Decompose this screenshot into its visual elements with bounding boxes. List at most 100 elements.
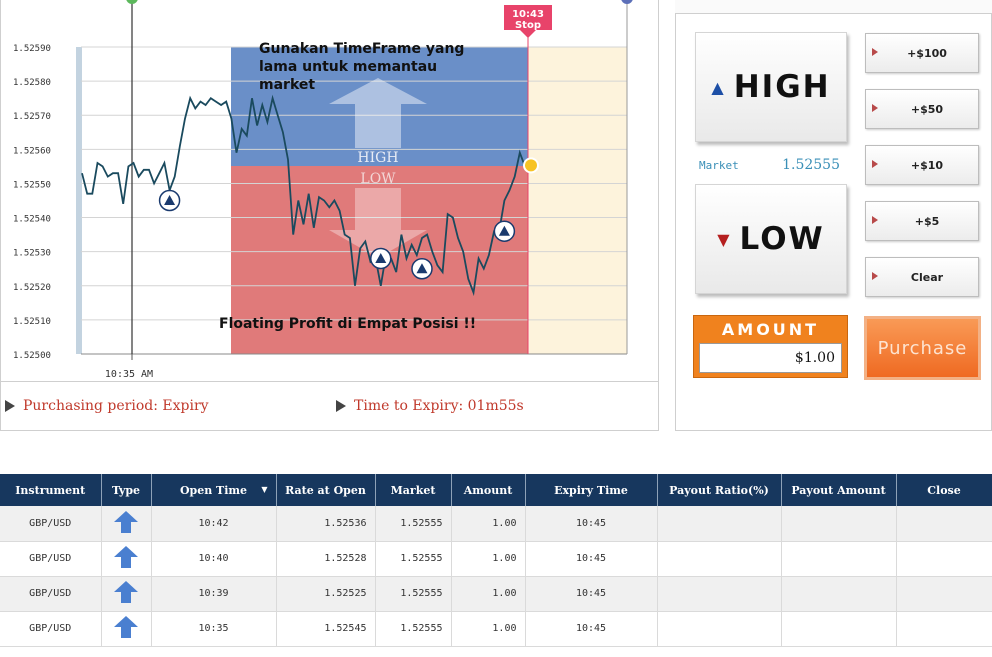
expiry-flag-label: Stop [515,20,541,31]
up-arrow-icon [113,580,139,607]
add-5-button[interactable]: +$5 [865,201,979,241]
cell-market: 1.52555 [375,611,452,647]
high-zone [231,47,528,166]
up-triangle-icon: ▲ [711,77,726,97]
col-amount[interactable]: Amount [451,474,526,506]
cell-expiry-time: 10:45 [525,576,658,612]
note-top: Gunakan TimeFrame yang lama untuk memant… [259,41,465,93]
cell-payout-amount [781,541,897,577]
y-tick-label: 1.52540 [13,215,51,225]
purchase-button-label: Purchase [877,337,968,359]
col-close[interactable]: Close [896,474,992,506]
positions-table: Instrument Type Open Time ▼ Rate at Open … [0,474,992,647]
add-100-button[interactable]: +$100 [865,33,979,73]
cell-payout-ratio [657,576,782,612]
y-tick-label: 1.52530 [13,249,51,259]
col-payout-amount[interactable]: Payout Amount [781,474,897,506]
y-tick-label: 1.52520 [13,283,51,293]
position-marker [411,257,433,280]
purchasing-period: Purchasing period: Expiry [5,398,209,414]
play-icon [872,48,878,56]
play-icon [872,216,878,224]
cell-amount: 1.00 [451,611,526,647]
chart-panel: 1.52590 1.52580 1.52570 1.52560 1.52550 1.525… [0,0,659,431]
up-arrow-watermark [329,78,427,148]
current-price-dot [523,157,539,174]
cell-market: 1.52555 [375,576,452,612]
cell-type [101,576,152,612]
y-tick-label: 1.52590 [13,44,51,54]
cell-payout-amount [781,506,897,542]
status-row: Purchasing period: Expiry Time to Expiry… [1,381,658,431]
history-stripe [76,47,82,354]
cell-instrument: GBP/USD [0,576,102,612]
y-tick-label: 1.52580 [13,78,51,88]
cell-payout-ratio [657,611,782,647]
col-type[interactable]: Type [101,474,152,506]
col-expiry-time[interactable]: Expiry Time [525,474,658,506]
table-header: Instrument Type Open Time ▼ Rate at Open … [0,474,992,506]
cell-type [101,506,152,542]
price-line [81,94,526,297]
cell-close[interactable] [896,506,992,542]
cell-open-time: 10:42 [151,506,277,542]
cell-market: 1.52555 [375,506,452,542]
col-open-time[interactable]: Open Time ▼ [151,474,277,506]
col-instrument[interactable]: Instrument [0,474,102,506]
y-tick-label: 1.52500 [13,351,51,361]
y-tick-label: 1.52550 [13,180,51,190]
zone-low-label: LOW [360,171,396,187]
play-icon [872,104,878,112]
up-arrow-icon [113,615,139,642]
market-label: Market [699,159,739,172]
trade-panel-top [675,0,992,14]
cell-amount: 1.00 [451,541,526,577]
table-row: GBP/USD 10:35 1.52545 1.52555 1.00 10:45 [0,611,992,647]
add-50-button[interactable]: +$50 [865,89,979,129]
time-to-expiry: Time to Expiry: 01m55s [336,398,524,414]
up-arrow-icon [113,545,139,572]
amount-input[interactable]: $1.00 [699,343,842,373]
cell-close[interactable] [896,611,992,647]
expiry-flag-time: 10:43 [512,9,544,20]
cell-rate-at-open: 1.52536 [276,506,376,542]
play-icon [872,272,878,280]
purchase-button[interactable]: Purchase [864,316,981,380]
add-10-button[interactable]: +$10 [865,145,979,185]
down-triangle-icon: ▼ [717,229,732,249]
end-marker-dot [621,0,633,4]
cell-payout-amount [781,576,897,612]
amount-box: AMOUNT $1.00 [693,315,848,378]
cell-expiry-time: 10:45 [525,506,658,542]
col-open-time-label: Open Time [179,483,248,497]
cell-instrument: GBP/USD [0,611,102,647]
play-icon [336,400,346,412]
cell-expiry-time: 10:45 [525,541,658,577]
cell-rate-at-open: 1.52528 [276,541,376,577]
cell-close[interactable] [896,576,992,612]
high-button-label: HIGH [733,69,831,105]
start-marker-dot [126,0,138,4]
zone-high-label: HIGH [357,150,398,166]
position-marker [493,220,516,242]
cell-amount: 1.00 [451,576,526,612]
col-rate-at-open[interactable]: Rate at Open [276,474,376,506]
after-stop-zone [528,47,627,354]
cell-close[interactable] [896,541,992,577]
col-market[interactable]: Market [375,474,452,506]
play-icon [5,400,15,412]
price-chart: 1.52590 1.52580 1.52570 1.52560 1.52550 1.525… [13,0,633,380]
cell-instrument: GBP/USD [0,506,102,542]
position-markers [158,189,516,280]
y-tick-label: 1.52560 [13,146,51,156]
y-tick-label: 1.52570 [13,112,51,122]
play-icon [872,160,878,168]
clear-button[interactable]: Clear [865,257,979,297]
market-value: 1.52555 [782,157,840,173]
amount-title: AMOUNT [721,320,820,339]
cell-payout-ratio [657,506,782,542]
col-payout-ratio[interactable]: Payout Ratio(%) [657,474,782,506]
high-button[interactable]: ▲ HIGH [695,32,847,142]
low-button[interactable]: ▼ LOW [695,184,847,294]
cell-market: 1.52555 [375,541,452,577]
